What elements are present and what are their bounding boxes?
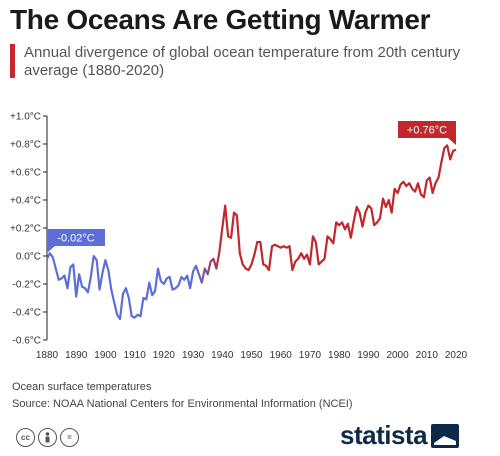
statista-logo[interactable]: statista	[340, 420, 460, 451]
y-tick-label: -0.2°C	[13, 280, 41, 291]
y-tick-label: +0.2°C	[10, 224, 41, 235]
statista-mark-icon	[431, 423, 460, 448]
x-tick-label: 1950	[240, 350, 263, 361]
x-tick-label: 1990	[357, 350, 380, 361]
start-callout-pointer	[47, 246, 55, 253]
x-tick-label: 1920	[153, 350, 176, 361]
x-tick-label: 1900	[94, 350, 117, 361]
start-callout-box	[47, 229, 105, 246]
y-tick-label: -0.4°C	[13, 308, 41, 319]
y-tick-label: -0.6°C	[13, 336, 41, 347]
chart-subtitle: Annual divergence of global ocean temper…	[24, 44, 461, 79]
subtitle-accent-bar	[10, 44, 15, 78]
x-axis: 1880 1890 1900 1910 1920 1930 1940 1950 1960 1970…	[36, 350, 468, 361]
brand-name: statista	[340, 420, 428, 450]
y-axis: +1.0°C +0.8°C +0.6°C +0.4°C +0.2°C 0.0°C -0.2°…	[10, 112, 47, 347]
start-callout-label: -0.02°C	[57, 233, 94, 245]
x-tick-label: 1880	[36, 350, 59, 361]
x-tick-label: 1940	[211, 350, 234, 361]
annotations: -0.02°C +0.76°C	[47, 121, 456, 253]
cc-icon[interactable]: cc	[16, 428, 35, 447]
x-tick-label: 1930	[182, 350, 205, 361]
x-tick-label: 1970	[299, 350, 322, 361]
footer-note: Ocean surface temperatures	[12, 381, 152, 393]
end-callout-label: +0.76°C	[407, 125, 447, 137]
y-tick-label: +0.8°C	[10, 140, 41, 151]
person-icon[interactable]	[38, 428, 57, 447]
page-title: The Oceans Are Getting Warmer	[10, 4, 431, 35]
y-tick-label: 0.0°C	[16, 252, 41, 263]
x-tick-label: 1980	[328, 350, 351, 361]
person-glyph	[45, 432, 50, 443]
end-callout-box	[398, 121, 456, 138]
y-tick-label: +0.4°C	[10, 196, 41, 207]
x-tick-label: 1910	[124, 350, 147, 361]
x-tick-label: 2020	[445, 350, 468, 361]
x-tick-label: 2000	[386, 350, 409, 361]
x-tick-label: 1960	[270, 350, 293, 361]
x-tick-label: 1890	[65, 350, 88, 361]
y-tick-label: +1.0°C	[10, 112, 41, 123]
temperature-line	[46, 144, 457, 321]
license-icons: cc =	[16, 428, 79, 447]
end-callout-pointer	[448, 138, 456, 145]
source-note: Source: NOAA National Centers for Enviro…	[12, 398, 353, 410]
x-tick-label: 2010	[416, 350, 439, 361]
temperature-chart: +1.0°C +0.8°C +0.6°C +0.4°C +0.2°C 0.0°C -0.2°…	[10, 112, 468, 362]
equals-icon[interactable]: =	[60, 428, 79, 447]
temperature-series-line	[46, 144, 457, 321]
y-tick-label: +0.6°C	[10, 168, 41, 179]
